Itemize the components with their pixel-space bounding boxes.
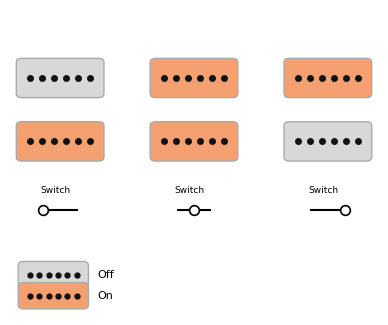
Text: Off: Off (97, 270, 114, 280)
Text: On: On (97, 291, 113, 301)
FancyBboxPatch shape (16, 122, 104, 161)
FancyBboxPatch shape (18, 282, 88, 309)
FancyBboxPatch shape (284, 122, 372, 161)
FancyBboxPatch shape (284, 58, 372, 98)
FancyBboxPatch shape (150, 58, 238, 98)
FancyBboxPatch shape (16, 58, 104, 98)
Text: Switch: Switch (308, 186, 339, 195)
FancyBboxPatch shape (150, 122, 238, 161)
FancyBboxPatch shape (18, 261, 88, 288)
Text: Switch: Switch (41, 186, 71, 195)
Text: Switch: Switch (175, 186, 205, 195)
